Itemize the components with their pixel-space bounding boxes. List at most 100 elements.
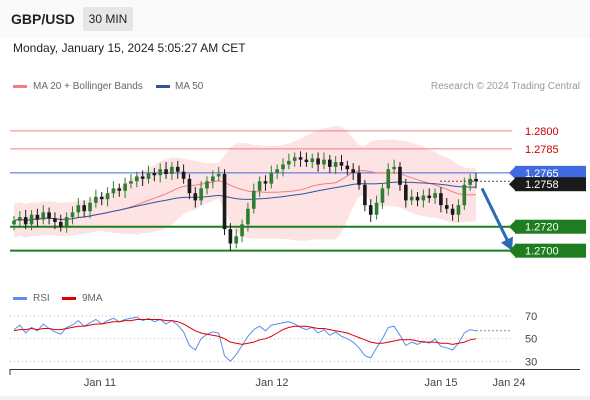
candle-19 <box>117 183 122 197</box>
candle-13 <box>82 200 86 218</box>
candle-17 <box>105 187 110 207</box>
candle-body <box>251 190 256 209</box>
candle-body <box>269 172 274 184</box>
candle-74 <box>439 187 443 213</box>
candle-76 <box>450 203 455 221</box>
candle-body <box>398 166 402 185</box>
candle-body <box>257 181 262 191</box>
candle-body <box>205 181 209 189</box>
candle-body <box>275 169 279 173</box>
candle-61 <box>363 180 367 212</box>
candle-58 <box>345 160 350 176</box>
rsi-legend-swatch <box>13 297 27 300</box>
candle-body <box>462 184 467 206</box>
candle-35 <box>211 170 215 189</box>
candle-body <box>363 184 367 206</box>
rsi-ma-line <box>13 319 477 345</box>
timeframe-button[interactable]: 30 MIN <box>83 7 133 31</box>
candle-10 <box>64 212 69 233</box>
price-label-tip-1.2758 <box>509 177 516 192</box>
candle-43 <box>257 176 262 197</box>
candle-24 <box>146 165 151 184</box>
candle-62 <box>368 199 373 222</box>
candle-75 <box>444 197 449 214</box>
candle-body <box>47 212 51 219</box>
candle-body <box>450 208 455 215</box>
candle-body <box>240 224 244 237</box>
candle-22 <box>134 171 139 188</box>
candle-66 <box>392 159 396 175</box>
candle-body <box>439 193 443 206</box>
candle-body <box>287 160 291 165</box>
candle-body <box>187 178 192 194</box>
candle-67 <box>398 162 402 191</box>
candle-64 <box>380 183 385 209</box>
candle-body <box>345 165 350 170</box>
chart-header: GBP/USD 30 MIN <box>0 0 590 38</box>
candle-body <box>35 214 40 220</box>
candle-8 <box>53 212 57 230</box>
candle-1 <box>12 215 16 231</box>
candle-body <box>199 188 203 201</box>
candle-body <box>117 188 122 191</box>
candle-body <box>211 176 215 182</box>
candle-body <box>421 195 426 201</box>
candle-body <box>170 166 174 175</box>
x-tick-Jan-11: Jan 11 <box>84 377 116 389</box>
candle-77 <box>456 199 461 222</box>
candle-39 <box>234 229 239 249</box>
candle-41 <box>246 202 250 232</box>
candle-body <box>94 196 98 203</box>
candle-50 <box>298 151 303 167</box>
price-label-bg-1.2765 <box>515 165 586 180</box>
timestamp-label: Monday, January 15, 2024 5:05:27 AM CET <box>13 41 246 55</box>
candle-52 <box>310 153 315 169</box>
candle-body <box>310 158 315 163</box>
candle-26 <box>158 163 163 183</box>
rsi-ma-legend-label: 9MA <box>82 293 103 304</box>
candle-23 <box>140 170 145 187</box>
candle-53 <box>316 152 320 172</box>
candle-body <box>88 202 92 212</box>
candle-18 <box>111 181 116 198</box>
bollinger-band <box>14 126 476 241</box>
forecast-arrow-head <box>501 236 513 251</box>
candle-42 <box>251 183 256 214</box>
candle-body <box>327 159 332 167</box>
candle-body <box>392 166 396 170</box>
price-label-1.2800: 1.2800 <box>525 126 559 138</box>
ma50-legend-label: MA 50 <box>175 81 204 92</box>
candle-body <box>29 214 34 225</box>
candle-body <box>409 196 414 201</box>
bottom-border <box>0 396 590 400</box>
candle-46 <box>275 164 279 179</box>
candle-body <box>456 205 461 215</box>
candle-body <box>175 166 180 172</box>
candle-body <box>444 205 449 209</box>
x-tick-Jan-12: Jan 12 <box>255 377 288 389</box>
candle-54 <box>322 152 326 170</box>
x-tick-Jan-24: Jan 24 <box>492 377 525 389</box>
candle-body <box>70 212 75 218</box>
candle-20 <box>123 177 127 198</box>
candle-63 <box>374 195 379 220</box>
candle-27 <box>164 162 168 179</box>
candle-11 <box>70 206 75 225</box>
price-label-tip-1.2700 <box>509 243 516 258</box>
candle-body <box>111 188 116 194</box>
candle-14 <box>88 196 92 219</box>
ma20-legend-label: MA 20 + Bollinger Bands <box>33 81 143 92</box>
candle-12 <box>76 197 81 218</box>
candle-16 <box>99 191 104 206</box>
candle-45 <box>269 165 274 189</box>
candle-body <box>339 162 344 166</box>
candle-59 <box>351 163 356 181</box>
candle-6 <box>41 205 46 225</box>
candle-body <box>158 169 163 176</box>
candle-55 <box>327 154 332 173</box>
rsi-line <box>13 316 477 363</box>
candle-body <box>357 172 361 185</box>
candle-body <box>234 236 239 244</box>
candle-body <box>228 229 233 244</box>
candle-body <box>386 169 391 189</box>
